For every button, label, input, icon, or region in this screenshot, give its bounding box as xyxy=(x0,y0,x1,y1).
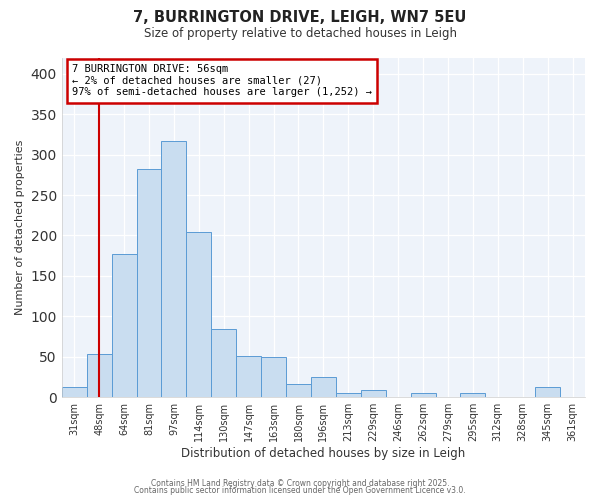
Bar xyxy=(286,384,311,397)
Bar xyxy=(460,393,485,397)
Bar xyxy=(62,386,87,397)
Text: Contains HM Land Registry data © Crown copyright and database right 2025.: Contains HM Land Registry data © Crown c… xyxy=(151,478,449,488)
Bar xyxy=(112,254,137,397)
Text: 7, BURRINGTON DRIVE, LEIGH, WN7 5EU: 7, BURRINGTON DRIVE, LEIGH, WN7 5EU xyxy=(133,10,467,25)
Bar xyxy=(161,141,187,397)
X-axis label: Distribution of detached houses by size in Leigh: Distribution of detached houses by size … xyxy=(181,447,466,460)
Bar xyxy=(261,357,286,397)
Bar xyxy=(87,354,112,397)
Bar xyxy=(236,356,261,397)
Bar xyxy=(187,232,211,397)
Bar xyxy=(211,330,236,397)
Bar xyxy=(410,393,436,397)
Bar xyxy=(336,393,361,397)
Text: Contains public sector information licensed under the Open Government Licence v3: Contains public sector information licen… xyxy=(134,486,466,495)
Bar xyxy=(137,169,161,397)
Text: 7 BURRINGTON DRIVE: 56sqm
← 2% of detached houses are smaller (27)
97% of semi-d: 7 BURRINGTON DRIVE: 56sqm ← 2% of detach… xyxy=(72,64,372,98)
Y-axis label: Number of detached properties: Number of detached properties xyxy=(15,140,25,315)
Text: Size of property relative to detached houses in Leigh: Size of property relative to detached ho… xyxy=(143,28,457,40)
Bar xyxy=(311,377,336,397)
Bar xyxy=(535,386,560,397)
Bar xyxy=(361,390,386,397)
